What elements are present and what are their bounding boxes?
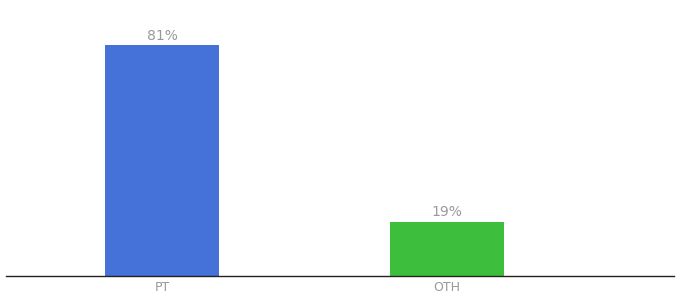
Bar bbox=[105, 45, 219, 276]
Text: 81%: 81% bbox=[147, 28, 177, 43]
Text: 19%: 19% bbox=[431, 205, 462, 219]
Bar bbox=[390, 222, 504, 276]
